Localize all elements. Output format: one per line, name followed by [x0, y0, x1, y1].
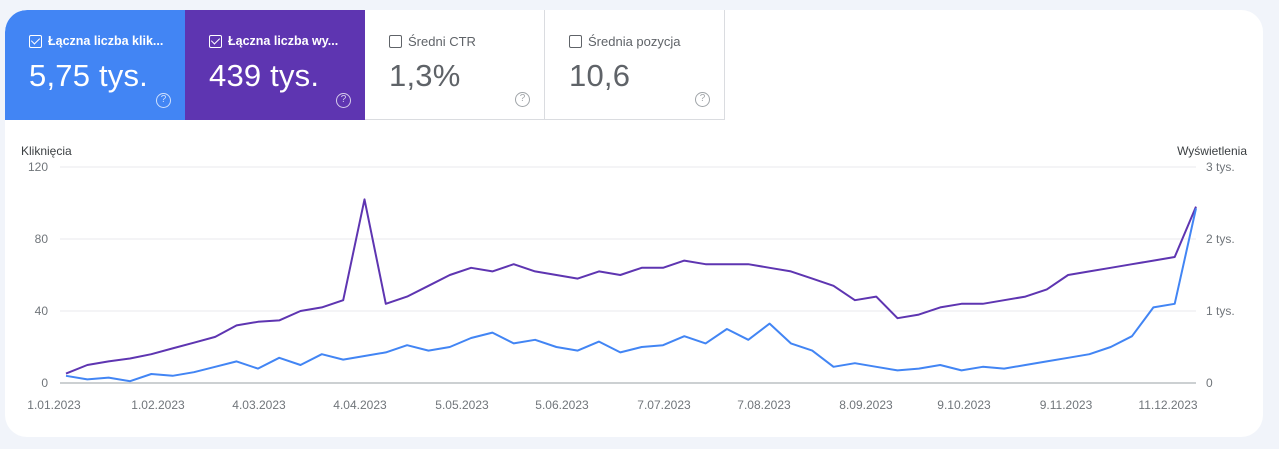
metric-card-ctr[interactable]: Średni CTR 1,3% ? — [365, 10, 545, 120]
performance-panel: Łączna liczba klik... 5,75 tys. ? Łączna… — [5, 10, 1263, 437]
left-axis-ticks: 120 80 40 0 — [28, 160, 48, 390]
svg-text:80: 80 — [35, 232, 49, 246]
help-icon[interactable]: ? — [515, 92, 530, 107]
card-value: 10,6 — [569, 58, 631, 93]
svg-text:5.05.2023: 5.05.2023 — [435, 398, 489, 412]
svg-text:120: 120 — [28, 160, 48, 174]
svg-text:4.04.2023: 4.04.2023 — [333, 398, 387, 412]
right-axis-title: Wyświetlenia — [1177, 144, 1247, 158]
x-axis-ticks: 1.01.2023 1.02.2023 4.03.2023 4.04.2023 5.05… — [27, 398, 1198, 412]
card-label: Średnia pozycja — [588, 33, 681, 49]
metric-cards: Łączna liczba klik... 5,75 tys. ? Łączna… — [5, 10, 725, 120]
metric-card-position[interactable]: Średnia pozycja 10,6 ? — [545, 10, 725, 120]
help-icon[interactable]: ? — [336, 93, 351, 108]
card-value: 5,75 tys. — [29, 58, 148, 93]
clicks-line — [65, 208, 1197, 383]
svg-text:2 tys.: 2 tys. — [1206, 232, 1235, 246]
metric-card-clicks[interactable]: Łączna liczba klik... 5,75 tys. ? — [5, 10, 185, 120]
card-value: 439 tys. — [209, 58, 320, 93]
card-label: Łączna liczba wy... — [228, 34, 339, 48]
svg-text:9.11.2023: 9.11.2023 — [1040, 398, 1093, 412]
card-label: Średni CTR — [408, 33, 476, 49]
checkbox-checked-icon[interactable] — [209, 34, 222, 48]
card-label: Łączna liczba klik... — [48, 34, 164, 48]
checkbox-unchecked-icon[interactable] — [569, 34, 582, 48]
svg-text:0: 0 — [41, 376, 48, 390]
gridlines — [60, 166, 1196, 384]
svg-text:11.12.2023: 11.12.2023 — [1138, 398, 1197, 412]
svg-text:40: 40 — [35, 304, 49, 318]
svg-text:9.10.2023: 9.10.2023 — [937, 398, 991, 412]
svg-text:0: 0 — [1206, 376, 1213, 390]
checkbox-checked-icon[interactable] — [29, 34, 42, 48]
svg-text:8.09.2023: 8.09.2023 — [839, 398, 893, 412]
card-value: 1,3% — [389, 58, 461, 93]
help-icon[interactable]: ? — [695, 92, 710, 107]
svg-text:1.01.2023: 1.01.2023 — [27, 398, 81, 412]
svg-text:7.07.2023: 7.07.2023 — [637, 398, 691, 412]
checkbox-unchecked-icon[interactable] — [389, 34, 402, 48]
svg-text:7.08.2023: 7.08.2023 — [737, 398, 791, 412]
metric-card-impressions[interactable]: Łączna liczba wy... 439 tys. ? — [185, 10, 365, 120]
svg-text:3 tys.: 3 tys. — [1206, 160, 1235, 174]
svg-text:1 tys.: 1 tys. — [1206, 304, 1235, 318]
right-axis-ticks: 3 tys. 2 tys. 1 tys. 0 — [1206, 160, 1235, 390]
left-axis-title: Kliknięcia — [21, 144, 72, 158]
impressions-line — [65, 198, 1197, 375]
help-icon[interactable]: ? — [156, 93, 171, 108]
svg-text:1.02.2023: 1.02.2023 — [131, 398, 185, 412]
svg-text:4.03.2023: 4.03.2023 — [232, 398, 286, 412]
svg-text:5.06.2023: 5.06.2023 — [535, 398, 589, 412]
